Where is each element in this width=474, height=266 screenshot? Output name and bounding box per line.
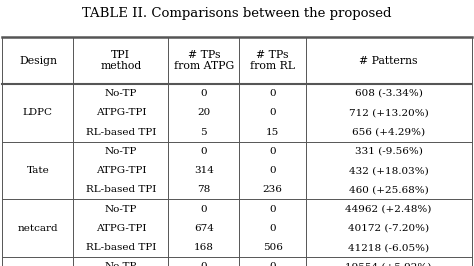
Text: 460 (+25.68%): 460 (+25.68%) — [349, 185, 428, 194]
Text: 15: 15 — [266, 127, 279, 136]
Text: No-TP: No-TP — [105, 89, 137, 98]
Text: 0: 0 — [201, 89, 207, 98]
Text: 44962 (+2.48%): 44962 (+2.48%) — [346, 205, 432, 214]
Text: 20: 20 — [197, 108, 210, 117]
Text: 656 (+4.29%): 656 (+4.29%) — [352, 127, 425, 136]
Text: ATPG-TPI: ATPG-TPI — [96, 166, 146, 175]
Text: 0: 0 — [269, 263, 276, 266]
Text: # Patterns: # Patterns — [359, 56, 418, 65]
Text: 41218 (-6.05%): 41218 (-6.05%) — [348, 243, 429, 252]
Text: 0: 0 — [201, 147, 207, 156]
Text: RL-based TPI: RL-based TPI — [86, 243, 156, 252]
Text: ATPG-TPI: ATPG-TPI — [96, 224, 146, 233]
Text: TPI
method: TPI method — [100, 50, 142, 71]
Text: 236: 236 — [263, 185, 283, 194]
Text: Tate: Tate — [27, 166, 49, 175]
Text: 0: 0 — [269, 89, 276, 98]
Text: 608 (-3.34%): 608 (-3.34%) — [355, 89, 423, 98]
Text: 0: 0 — [201, 263, 207, 266]
Text: No-TP: No-TP — [105, 263, 137, 266]
Text: 0: 0 — [201, 205, 207, 214]
Text: 78: 78 — [197, 185, 210, 194]
Text: TABLE II. Comparisons between the proposed: TABLE II. Comparisons between the propos… — [82, 7, 392, 20]
Text: 5: 5 — [201, 127, 207, 136]
Text: 712 (+13.20%): 712 (+13.20%) — [349, 108, 428, 117]
Text: 0: 0 — [269, 166, 276, 175]
Text: # TPs
from ATPG: # TPs from ATPG — [173, 50, 234, 71]
Text: RL-based TPI: RL-based TPI — [86, 127, 156, 136]
Text: 40172 (-7.20%): 40172 (-7.20%) — [348, 224, 429, 233]
Text: # TPs
from RL: # TPs from RL — [250, 50, 295, 71]
Text: 331 (-9.56%): 331 (-9.56%) — [355, 147, 423, 156]
Text: LDPC: LDPC — [23, 108, 53, 117]
Text: 168: 168 — [194, 243, 214, 252]
Text: 674: 674 — [194, 224, 214, 233]
Text: 19554 (+5.92%): 19554 (+5.92%) — [346, 263, 432, 266]
Text: 314: 314 — [194, 166, 214, 175]
Text: 506: 506 — [263, 243, 283, 252]
Text: ATPG-TPI: ATPG-TPI — [96, 108, 146, 117]
Text: 0: 0 — [269, 108, 276, 117]
Text: netcard: netcard — [18, 224, 58, 233]
Text: Design: Design — [19, 56, 57, 65]
Text: 0: 0 — [269, 224, 276, 233]
Text: No-TP: No-TP — [105, 147, 137, 156]
Text: 432 (+18.03%): 432 (+18.03%) — [349, 166, 428, 175]
Text: 0: 0 — [269, 205, 276, 214]
Text: 0: 0 — [269, 147, 276, 156]
Text: No-TP: No-TP — [105, 205, 137, 214]
Text: RL-based TPI: RL-based TPI — [86, 185, 156, 194]
